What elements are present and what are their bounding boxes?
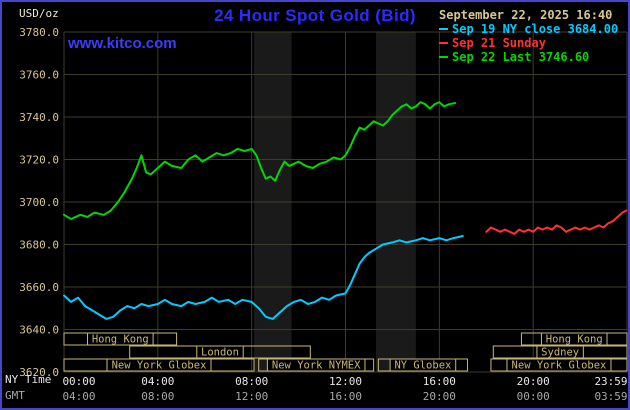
session-label: NY Globex — [394, 360, 451, 372]
x-tick-ny-time: 08:00 — [235, 375, 268, 388]
x-tick-gmt: 16:00 — [329, 390, 362, 403]
session-label-box — [196, 345, 244, 359]
session-label: London — [201, 347, 239, 359]
x-tick-ny-time: 20:00 — [517, 375, 550, 388]
legend-label: Sep 22 Last 3746.60 — [452, 50, 590, 64]
legend-label: Sep 21 Sunday — [452, 36, 546, 50]
x-tick-ny-time: 00:00 — [62, 375, 95, 388]
datetime-label: September 22, 2025 16:40 — [439, 8, 613, 22]
session-label-box — [266, 358, 366, 372]
legend-marker — [439, 28, 448, 30]
legend-item: Sep 21 Sunday — [439, 36, 618, 50]
ny-time-axis-label: NY Time — [5, 373, 52, 386]
y-tick-label: 3720.0 — [19, 154, 59, 167]
y-tick-label: 3640.0 — [19, 324, 59, 337]
x-tick-gmt: 20:00 — [423, 390, 456, 403]
session-label: Hong Kong — [92, 334, 149, 346]
y-tick-label: 3680.0 — [19, 239, 59, 252]
legend-marker — [439, 42, 448, 44]
legend-marker — [439, 56, 448, 58]
y-tick-label: 3620.0 — [19, 366, 59, 379]
session-label-box — [536, 345, 584, 359]
unit-label: USD/oz — [19, 7, 59, 20]
y-tick-label: 3780.0 — [19, 26, 59, 39]
x-tick-ny-time: 16:00 — [423, 375, 456, 388]
series-line-sep-19-ny-close — [63, 235, 464, 320]
legend-item: Sep 19 NY close 3684.00 — [439, 22, 618, 36]
y-tick-label: 3740.0 — [19, 111, 59, 124]
x-tick-gmt: 08:00 — [141, 390, 174, 403]
x-tick-gmt: 12:00 — [235, 390, 268, 403]
y-tick-label: 3660.0 — [19, 281, 59, 294]
series-line-sep-21-sunday — [485, 209, 628, 235]
session-label-box — [106, 358, 212, 372]
legend-label: Sep 19 NY close 3684.00 — [452, 22, 619, 36]
y-tick-label: 3760.0 — [19, 69, 59, 82]
x-tick-ny-time: 04:00 — [141, 375, 174, 388]
session-label-box — [540, 332, 608, 346]
x-tick-gmt: 03:59 — [594, 390, 627, 403]
x-tick-ny-time: 12:00 — [329, 375, 362, 388]
x-tick-ny-time: 23:59 — [594, 375, 627, 388]
legend: September 22, 2025 16:40 Sep 19 NY close… — [439, 8, 618, 64]
legend-item: Sep 22 Last 3746.60 — [439, 50, 618, 64]
session-label: New York Globex — [112, 360, 207, 372]
x-tick-gmt: 04:00 — [62, 390, 95, 403]
session-label: Sydney — [541, 347, 579, 359]
session-label: New York NYMEX — [272, 360, 361, 372]
x-tick-gmt: 00:00 — [517, 390, 550, 403]
session-label: New York Globex — [512, 360, 607, 372]
session-label: Hong Kong — [546, 334, 603, 346]
session-label-box — [506, 358, 612, 372]
session-label-box — [389, 358, 457, 372]
y-tick-label: 3700.0 — [19, 196, 59, 209]
session-label-box — [87, 332, 154, 346]
chart-title: 24 Hour Spot Gold (Bid) — [214, 6, 416, 25]
series-line-sep-22-last — [63, 101, 457, 220]
gmt-axis-label: GMT — [5, 389, 25, 402]
kitco-link[interactable]: www.kitco.com — [68, 35, 177, 52]
